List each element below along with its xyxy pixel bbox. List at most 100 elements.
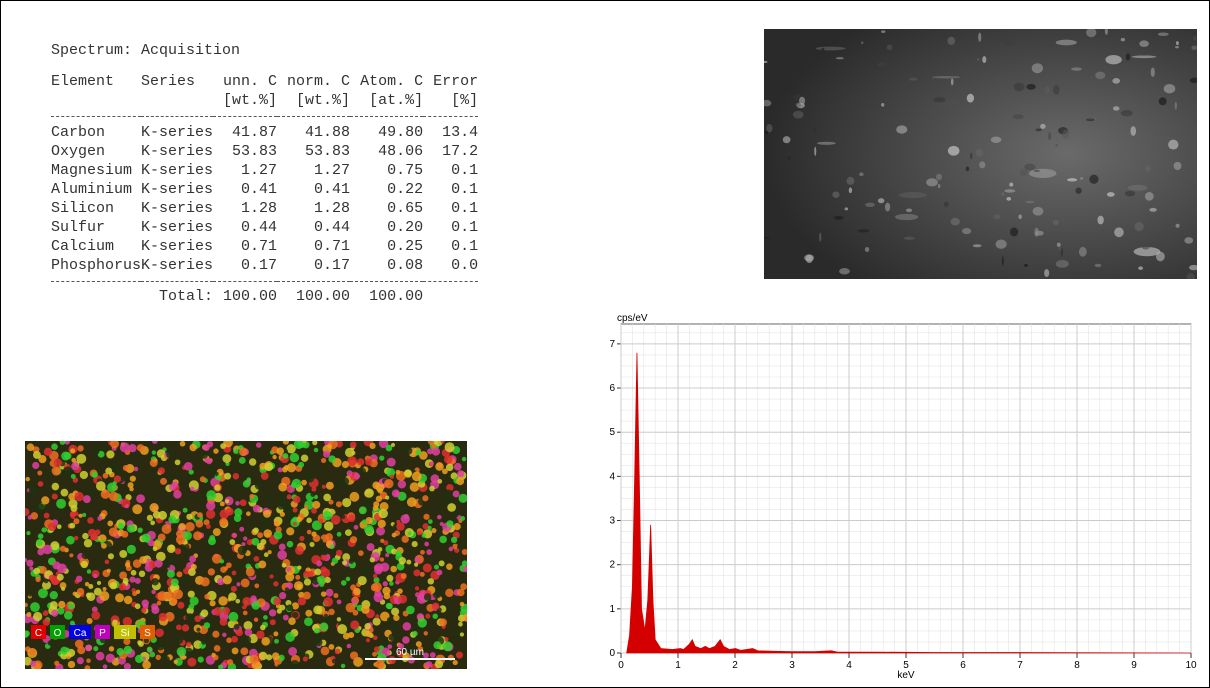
map-dot [183, 461, 193, 471]
map-dot [353, 472, 361, 480]
map-dot [445, 463, 454, 472]
map-dot [461, 548, 467, 556]
map-dot [235, 598, 241, 604]
sem-grain [792, 110, 804, 119]
sem-grain [881, 103, 885, 107]
map-dot [377, 609, 382, 614]
units-row: [wt.%] [wt.%] [at.%] [%] [51, 91, 478, 110]
map-dot [251, 601, 261, 610]
map-dot [345, 576, 351, 582]
map-dot [105, 467, 113, 475]
map-dot [347, 456, 358, 467]
table-cell: 0.17 [241, 256, 278, 274]
map-dot [344, 447, 355, 458]
sem-grain [989, 177, 999, 188]
map-dot [43, 578, 49, 584]
map-dot [312, 463, 318, 469]
separator-cell [51, 274, 479, 282]
map-dot [228, 611, 239, 622]
map-dot [365, 458, 373, 466]
map-dot [129, 486, 134, 492]
map-dot [37, 548, 45, 556]
map-dot [29, 648, 36, 655]
sem-grain [815, 46, 846, 51]
y-tick-label: 2 [609, 560, 615, 571]
map-dot [268, 609, 277, 617]
sem-grain [976, 58, 980, 61]
sem-grain [1095, 71, 1106, 80]
map-dot [225, 499, 230, 504]
map-dot [397, 480, 407, 489]
sem-grain [933, 97, 946, 103]
map-dot [252, 527, 259, 534]
map-dot [98, 444, 105, 451]
map-dot [379, 557, 385, 562]
table-cell: 0.65 [387, 199, 424, 217]
map-dot [311, 486, 317, 492]
map-dot [461, 560, 467, 567]
map-dot [442, 641, 453, 652]
map-dot [95, 651, 105, 661]
map-dot [97, 603, 103, 610]
map-dot [320, 566, 327, 573]
cell [51, 287, 141, 306]
map-dot [377, 487, 383, 494]
sem-grain [1024, 163, 1036, 171]
map-dot [302, 625, 308, 631]
map-dot [423, 652, 429, 659]
y-tick-label: 0 [609, 648, 615, 659]
map-dot [438, 560, 445, 567]
map-dot [396, 522, 405, 531]
map-dot [56, 573, 64, 581]
map-dot [108, 527, 119, 537]
map-dot [322, 510, 333, 521]
sem-grain [1105, 55, 1122, 65]
sem-grain [1067, 178, 1078, 182]
map-dot [365, 631, 372, 638]
map-dot [306, 517, 312, 524]
map-dot [460, 516, 466, 521]
map-dot [253, 555, 260, 562]
map-dot [342, 560, 348, 566]
table-title: Spectrum: Acquisition [51, 42, 241, 59]
map-dot [391, 532, 397, 538]
map-dot [38, 566, 47, 574]
map-dot [395, 550, 402, 557]
map-dot [43, 512, 50, 519]
map-dot [423, 513, 430, 520]
legend-swatch [69, 625, 91, 639]
map-dot [218, 664, 224, 669]
map-dot [235, 628, 243, 637]
map-dot [346, 643, 352, 649]
map-dot [390, 565, 397, 573]
map-dot [398, 594, 408, 604]
map-dot [184, 554, 190, 560]
map-dot [411, 541, 418, 548]
map-dot [190, 486, 195, 492]
sem-grain [782, 136, 791, 144]
table-cell: 0.25 [387, 237, 424, 255]
map-dot [286, 527, 295, 536]
table-cell: Sulfur [51, 218, 106, 236]
total-cell: 100.00 [369, 288, 424, 305]
sem-grain [1075, 187, 1082, 194]
map-dot [206, 465, 216, 475]
sem-grain [1013, 82, 1025, 92]
map-dot [35, 539, 43, 546]
map-dot [460, 583, 467, 591]
map-dot [107, 482, 117, 493]
map-dot [285, 511, 294, 520]
sem-grain [970, 152, 973, 160]
map-dot [369, 557, 375, 563]
map-dot [260, 472, 269, 480]
map-dot [412, 630, 418, 637]
map-dot [235, 500, 240, 506]
map-dot [292, 495, 301, 504]
x-tick-label: 2 [732, 660, 738, 671]
sem-grain [1124, 190, 1136, 197]
map-dot [422, 523, 429, 530]
map-dot [237, 545, 248, 556]
map-dot [413, 569, 421, 577]
sem-grain [1141, 243, 1151, 250]
legend-swatch [31, 625, 46, 639]
